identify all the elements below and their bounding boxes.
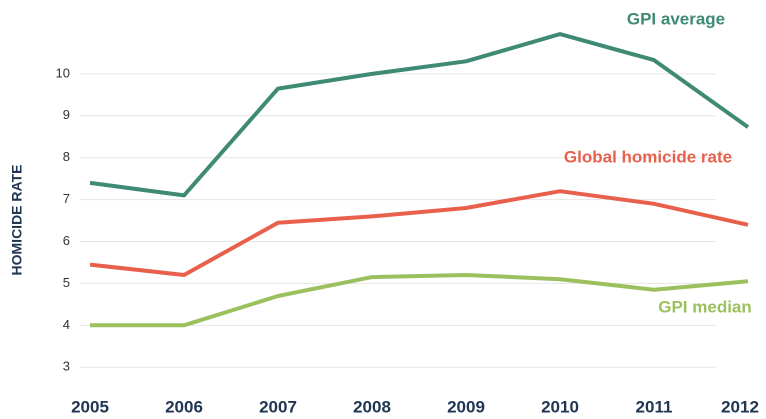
x-tick-label: 2008 [353,397,391,416]
line-series [90,273,749,328]
series-label: Global homicide rate [564,147,732,166]
y-tick-label: 10 [56,65,70,80]
x-tick-label: 2005 [71,397,109,416]
line-series [89,32,750,198]
x-tick-label: 2012 [721,397,759,416]
y-tick-label: 4 [63,317,70,332]
y-tick-label: 3 [63,359,70,374]
x-tick-label: 2006 [165,397,203,416]
series-label: GPI median [658,297,752,316]
series-label: GPI average [627,9,725,28]
y-tick-label: 7 [63,191,70,206]
x-tick-label: 2007 [259,397,297,416]
y-tick-label: 8 [63,149,70,164]
line-series [89,189,749,277]
x-tick-label: 2009 [447,397,485,416]
y-tick-label: 6 [63,233,70,248]
y-axis-label: HOMICIDE RATE [9,165,25,276]
y-tick-label: 9 [63,107,70,122]
x-tick-label: 2011 [636,397,673,416]
y-tick-label: 5 [63,275,70,290]
x-tick-label: 2010 [541,397,579,416]
